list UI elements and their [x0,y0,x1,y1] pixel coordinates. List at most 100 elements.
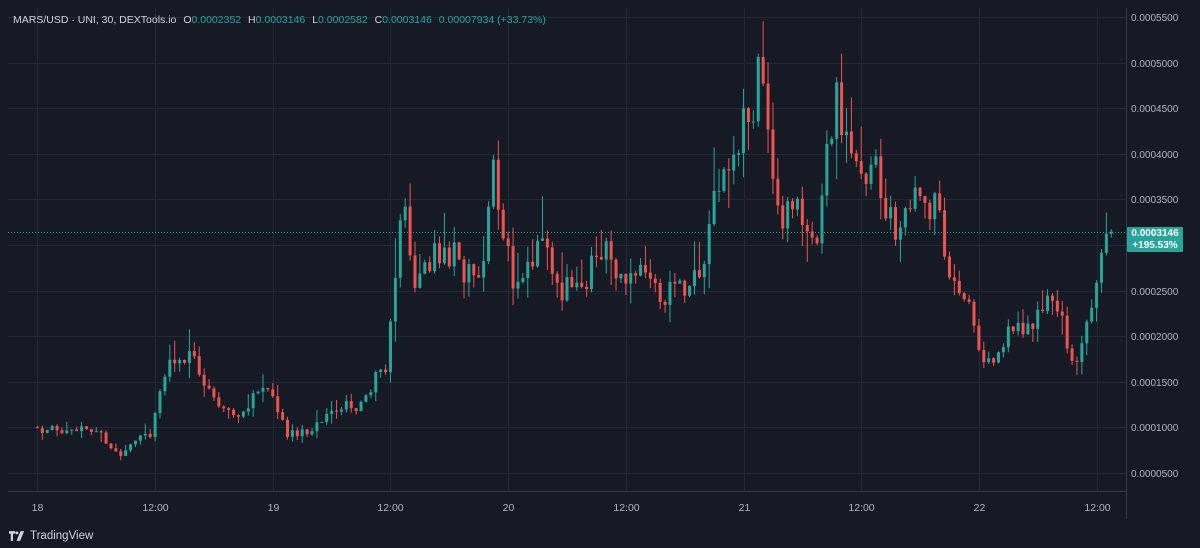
candle-body [369,392,373,396]
candle-body [668,281,672,305]
candle-body [565,277,569,301]
candle [697,242,701,279]
candle-body [398,220,402,278]
candle-body [114,448,118,452]
candle [746,107,750,151]
candle [913,175,917,212]
candle [531,239,535,270]
candle-body [982,349,986,363]
candle-body [477,275,481,278]
candle-body [830,138,834,144]
candle-body [526,261,530,278]
candle [462,256,466,299]
candle-body [908,208,912,210]
candle [575,266,579,291]
candle [266,387,270,392]
candle [1041,290,1045,314]
candle [428,256,432,273]
candle [202,368,206,397]
candle-body [590,255,594,290]
candle [1109,229,1113,238]
candle-body [183,359,187,363]
candle [388,318,392,383]
candle-body [692,270,696,286]
candle [1031,322,1035,343]
candle-body [614,259,618,279]
candle-body [457,242,461,260]
candle [163,374,167,396]
candle [276,385,280,420]
candle-body [403,206,407,221]
candle [585,280,589,297]
candle [511,227,515,305]
close-value: 0.0003146 [382,14,432,26]
candle-body [810,231,814,238]
candle [619,273,623,283]
candle [325,408,329,426]
candle-body [545,238,549,248]
candle [732,135,736,185]
candle [506,231,510,262]
candle [805,219,809,262]
candle-body [261,387,265,392]
candle [859,126,863,179]
candle [943,197,947,260]
candle [776,158,780,215]
candle [1001,343,1005,358]
candle-body [50,426,54,430]
time-tick-label: 19 [268,502,280,514]
candle [80,421,84,439]
candle [928,199,932,230]
candle-body [251,393,255,409]
candle [766,62,770,153]
candle-body [1080,343,1084,362]
candle [722,167,726,193]
candle [187,329,191,379]
candle [1080,335,1084,375]
candle-body [717,190,721,192]
candle [320,421,324,423]
candle-body [1109,231,1113,234]
candle-body [751,121,755,123]
candle-body [555,273,559,283]
candle-body [599,257,603,260]
last-price-tag: 0.0003146 +195.53% [1127,227,1183,252]
candle [874,149,878,169]
candle [972,299,976,333]
candle-body [1026,323,1030,335]
candle-body [374,372,378,393]
candle-body [256,391,260,394]
candle [246,394,250,416]
candle-body [418,273,422,288]
candle [810,221,814,245]
candle-body [972,301,976,326]
candle [114,443,118,452]
candle-body [776,178,780,206]
candle [418,253,422,289]
time-axis[interactable]: 18 12:00 19 12:00 20 12:00 21 12:00 22 12:00 [32,502,1111,514]
candle-body [952,277,956,281]
candle-body [933,193,937,220]
candle-body [153,413,157,437]
candle [898,220,902,263]
candle-body [580,282,584,287]
candle-body [732,154,736,171]
candle-body [178,359,182,364]
candle [992,357,996,367]
price-axis-border [1126,8,1127,519]
candlestick-series [35,21,1113,461]
candle-body [742,108,746,154]
candle-body [344,401,348,410]
candle-body [1060,311,1064,316]
candle [692,241,696,295]
candle-body [276,396,280,413]
candle-body [624,273,628,284]
candle-body [168,359,172,377]
candle-body [40,428,44,433]
candle [643,245,647,279]
candle [815,235,819,246]
candle [143,423,147,440]
tradingview-branding[interactable]: TradingView [9,530,93,542]
candle-body [447,247,451,267]
